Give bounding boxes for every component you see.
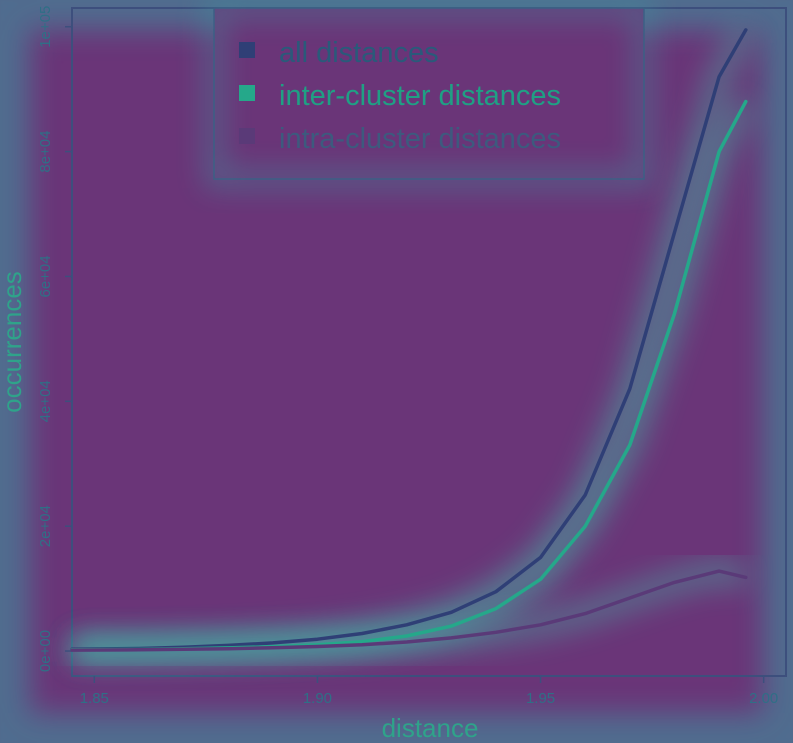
y-tick-label: 8e+04 [37, 131, 54, 173]
y-tick-label: 0e+00 [37, 630, 54, 672]
series-glow [71, 558, 749, 664]
x-tick-label: 2.00 [749, 690, 778, 707]
legend-swatch [239, 42, 255, 58]
y-axis-title: occurrences [0, 271, 27, 413]
legend-glow [205, 0, 653, 188]
series-lines [70, 28, 748, 652]
legend-swatch [239, 85, 255, 101]
x-axis-title: distance [382, 713, 479, 743]
x-tick-label: 1.90 [303, 690, 332, 707]
legend: all distances inter-cluster distances intr… [205, 0, 653, 188]
legend-label: inter-cluster distances [279, 80, 561, 112]
y-tick-label: 2e+04 [37, 505, 54, 547]
y-tick-label: 6e+04 [37, 255, 54, 297]
axis-ticks: 1.85 1.90 1.95 2.00 0e+00 2e+04 4e+04 6e+04 8e+0… [37, 6, 778, 707]
legend-swatch [239, 128, 255, 144]
x-tick-label: 1.95 [526, 690, 555, 707]
x-tick-label: 1.85 [80, 690, 109, 707]
legend-label: intra-cluster distances [279, 123, 561, 155]
y-tick-label: 1e+05 [37, 6, 54, 48]
series-line-1 [70, 28, 748, 651]
y-tick-label: 4e+04 [37, 380, 54, 422]
series-line-3 [70, 569, 748, 652]
legend-label: all distances [279, 37, 439, 69]
